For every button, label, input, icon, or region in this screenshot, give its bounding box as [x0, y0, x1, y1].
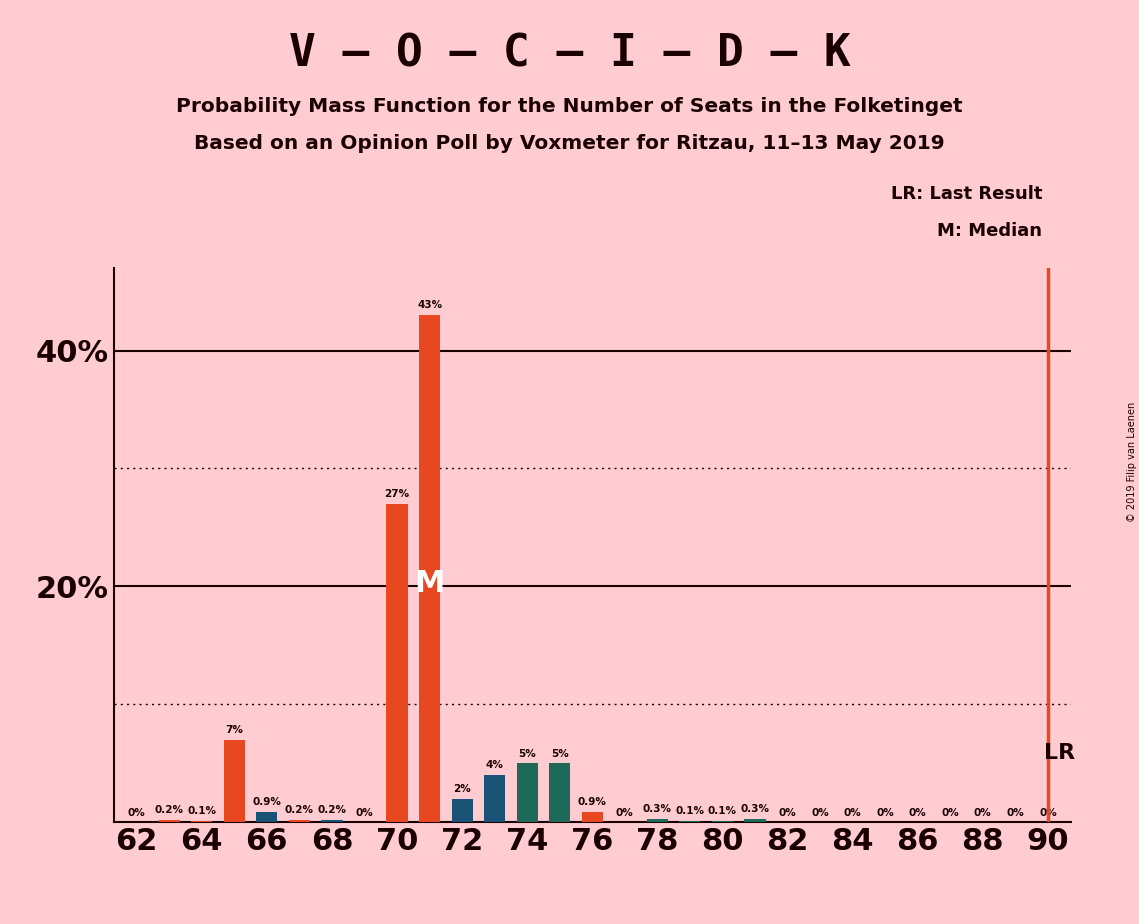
Text: M: M — [415, 569, 444, 599]
Bar — [321, 820, 343, 822]
Text: 0%: 0% — [128, 808, 146, 818]
Text: 0.9%: 0.9% — [253, 797, 281, 807]
Text: Probability Mass Function for the Number of Seats in the Folketinget: Probability Mass Function for the Number… — [177, 97, 962, 116]
Bar — [484, 775, 506, 822]
Text: 0%: 0% — [811, 808, 829, 818]
Text: 2%: 2% — [453, 784, 472, 794]
Text: 0%: 0% — [1007, 808, 1024, 818]
Text: M: Median: M: Median — [937, 222, 1042, 239]
Bar — [158, 820, 180, 822]
Bar — [289, 820, 310, 822]
Text: 0%: 0% — [974, 808, 992, 818]
Text: 0.1%: 0.1% — [187, 807, 216, 817]
Bar — [745, 819, 765, 822]
Text: 0%: 0% — [616, 808, 633, 818]
Text: 7%: 7% — [226, 725, 244, 736]
Text: 0.2%: 0.2% — [318, 806, 346, 815]
Text: LR: LR — [1044, 743, 1075, 763]
Bar — [582, 812, 603, 822]
Bar — [223, 740, 245, 822]
Text: 4%: 4% — [485, 760, 503, 771]
Text: 27%: 27% — [385, 489, 410, 499]
Text: 5%: 5% — [518, 748, 536, 759]
Bar — [419, 315, 440, 822]
Text: 0%: 0% — [1039, 808, 1057, 818]
Text: LR: Last Result: LR: Last Result — [891, 185, 1042, 202]
Bar — [679, 821, 700, 822]
Bar — [549, 763, 571, 822]
Text: 0%: 0% — [909, 808, 927, 818]
Text: 43%: 43% — [417, 300, 442, 310]
Text: 0%: 0% — [779, 808, 796, 818]
Bar — [451, 798, 473, 822]
Bar — [647, 819, 667, 822]
Text: 0.3%: 0.3% — [642, 804, 672, 814]
Text: © 2019 Filip van Laenen: © 2019 Filip van Laenen — [1126, 402, 1137, 522]
Text: 0.2%: 0.2% — [285, 806, 314, 815]
Bar — [517, 763, 538, 822]
Text: 0%: 0% — [355, 808, 374, 818]
Bar — [712, 821, 734, 822]
Text: 0.1%: 0.1% — [675, 807, 704, 817]
Text: 0.3%: 0.3% — [740, 804, 770, 814]
Text: 5%: 5% — [551, 748, 568, 759]
Bar — [386, 504, 408, 822]
Text: 0.1%: 0.1% — [708, 807, 737, 817]
Bar — [256, 812, 278, 822]
Text: V – O – C – I – D – K: V – O – C – I – D – K — [288, 32, 851, 76]
Text: 0%: 0% — [844, 808, 861, 818]
Bar — [191, 821, 212, 822]
Text: 0%: 0% — [876, 808, 894, 818]
Text: Based on an Opinion Poll by Voxmeter for Ritzau, 11–13 May 2019: Based on an Opinion Poll by Voxmeter for… — [194, 134, 945, 153]
Text: 0.2%: 0.2% — [155, 806, 183, 815]
Text: 0.9%: 0.9% — [577, 797, 607, 807]
Text: 0%: 0% — [941, 808, 959, 818]
